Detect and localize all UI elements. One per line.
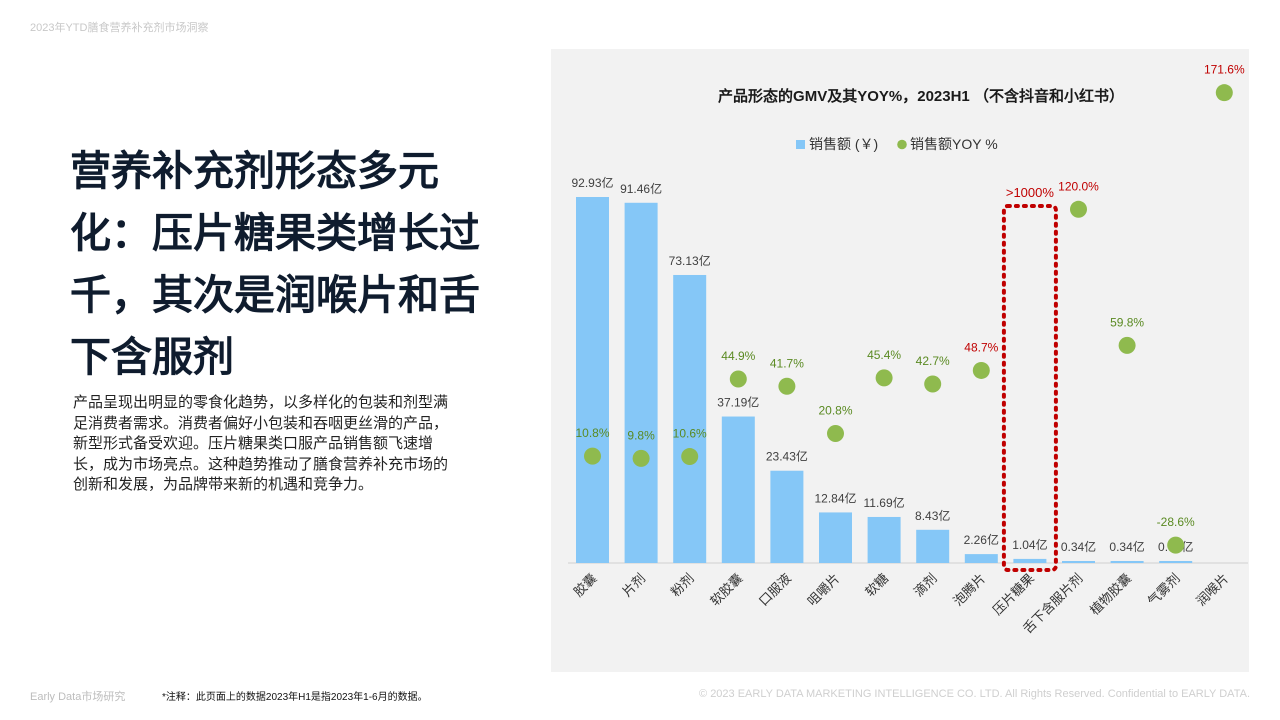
yoy-dot xyxy=(632,449,650,467)
bar xyxy=(770,470,804,563)
bar-value-label: 1.04亿 xyxy=(1012,537,1047,552)
report-title: 2023年YTD膳食营养补充剂市场洞察 xyxy=(30,22,209,34)
bar-value-label: 8.43亿 xyxy=(915,508,950,523)
yoy-dot xyxy=(729,370,747,388)
bar xyxy=(673,274,707,563)
footer-brand: Early Data市场研究 xyxy=(30,691,126,703)
yoy-dot xyxy=(681,448,699,466)
yoy-value-label: >1000% xyxy=(1006,185,1055,200)
yoy-dot xyxy=(1167,536,1185,554)
yoy-dot xyxy=(875,369,893,387)
yoy-dot xyxy=(972,361,990,379)
bar-value-label: 37.19亿 xyxy=(717,395,759,410)
bar xyxy=(819,512,852,563)
x-tick-label: 软糖 xyxy=(862,571,891,600)
x-tick-label: 咀嚼片 xyxy=(804,571,842,609)
bar-value-label: 73.13亿 xyxy=(669,253,711,268)
x-tick-label: 泡腾片 xyxy=(950,571,988,609)
legend-label-yoy: 销售额YOY % xyxy=(910,136,998,152)
bar-value-label: 0.34亿 xyxy=(1061,539,1096,554)
bar xyxy=(721,416,755,563)
chart-title: 产品形态的GMV及其YOY%，2023H1 （不含抖音和小红书） xyxy=(718,87,1124,105)
bar xyxy=(1062,561,1095,563)
yoy-value-label: -28.6% xyxy=(1157,515,1195,529)
footer-copyright: © 2023 EARLY DATA MARKETING INTELLIGENCE… xyxy=(699,688,1250,700)
yoy-dot xyxy=(778,377,796,395)
bar xyxy=(1013,558,1047,563)
yoy-value-label: 171.6% xyxy=(1204,63,1245,77)
x-tick-label: 润喉片 xyxy=(1193,571,1231,609)
x-tick-label: 压片糖果 xyxy=(990,571,1037,618)
bar xyxy=(576,197,609,563)
yoy-dot xyxy=(1215,84,1233,102)
bar xyxy=(1110,561,1144,563)
bar xyxy=(624,202,658,563)
x-tick-label: 气雾剂 xyxy=(1145,571,1183,609)
legend-bar-swatch xyxy=(796,140,805,149)
bar xyxy=(1159,561,1193,563)
highlight-box xyxy=(1001,204,1058,572)
yoy-value-label: 120.0% xyxy=(1058,179,1099,193)
yoy-value-label: 10.8% xyxy=(575,426,609,440)
x-tick-label: 胶囊 xyxy=(571,571,600,600)
x-tick-label: 滴剂 xyxy=(911,571,940,600)
x-tick-label: 口服液 xyxy=(756,571,794,609)
chart-canvas: 产品形态的GMV及其YOY%，2023H1 （不含抖音和小红书） 销售额 (￥) 销… xyxy=(568,63,1248,636)
legend-dot-swatch xyxy=(897,139,907,150)
yoy-value-label: 41.7% xyxy=(770,356,804,370)
yoy-value-label: 45.4% xyxy=(867,348,901,362)
yoy-dot xyxy=(1118,336,1136,354)
yoy-value-label: 10.6% xyxy=(673,427,707,441)
x-tick-label: 粉剂 xyxy=(668,571,697,600)
bar-value-label: 11.69亿 xyxy=(864,495,905,510)
bar-value-label: 91.46亿 xyxy=(620,181,662,196)
yoy-dot xyxy=(1070,200,1087,218)
bar-value-label: 23.43亿 xyxy=(766,449,808,464)
headline: 营养补充剂形态多元化：压片糖果类增长过千，其次是润喉片和舌下含服剂 xyxy=(70,148,480,380)
yoy-value-label: 48.7% xyxy=(964,340,998,354)
x-tick-label: 植物胶囊 xyxy=(1087,571,1134,618)
bar-value-label: 12.84亿 xyxy=(814,490,856,505)
bar xyxy=(867,516,901,563)
x-tick-label: 片剂 xyxy=(619,571,648,600)
legend-label-sales: 销售额 (￥) xyxy=(809,136,878,152)
yoy-value-label: 59.8% xyxy=(1110,315,1144,329)
bar-value-label: 0.34亿 xyxy=(1109,539,1144,554)
yoy-value-label: 44.9% xyxy=(721,349,755,363)
yoy-dot xyxy=(827,424,844,442)
body-text: 产品呈现出明显的零食化趋势，以多样化的包装和剂型满足消费者需求。消费者偏好小包装… xyxy=(73,394,449,493)
bar-value-label: 92.93亿 xyxy=(571,175,613,190)
x-tick-label: 软胶囊 xyxy=(707,571,745,609)
bar xyxy=(916,529,950,563)
chart-panel: 产品形态的GMV及其YOY%，2023H1 （不含抖音和小红书） 销售额 (￥) 销… xyxy=(551,49,1249,672)
yoy-dot xyxy=(584,447,601,465)
yoy-value-label: 20.8% xyxy=(818,403,852,417)
bar-value-label: 2.26亿 xyxy=(964,532,999,547)
yoy-value-label: 42.7% xyxy=(916,354,950,368)
yoy-dot xyxy=(924,375,942,393)
footer-note: *注释：此页面上的数据2023年H1是指2023年1-6月的数据。 xyxy=(162,692,428,703)
yoy-value-label: 9.8% xyxy=(627,428,655,442)
bar xyxy=(964,554,998,563)
